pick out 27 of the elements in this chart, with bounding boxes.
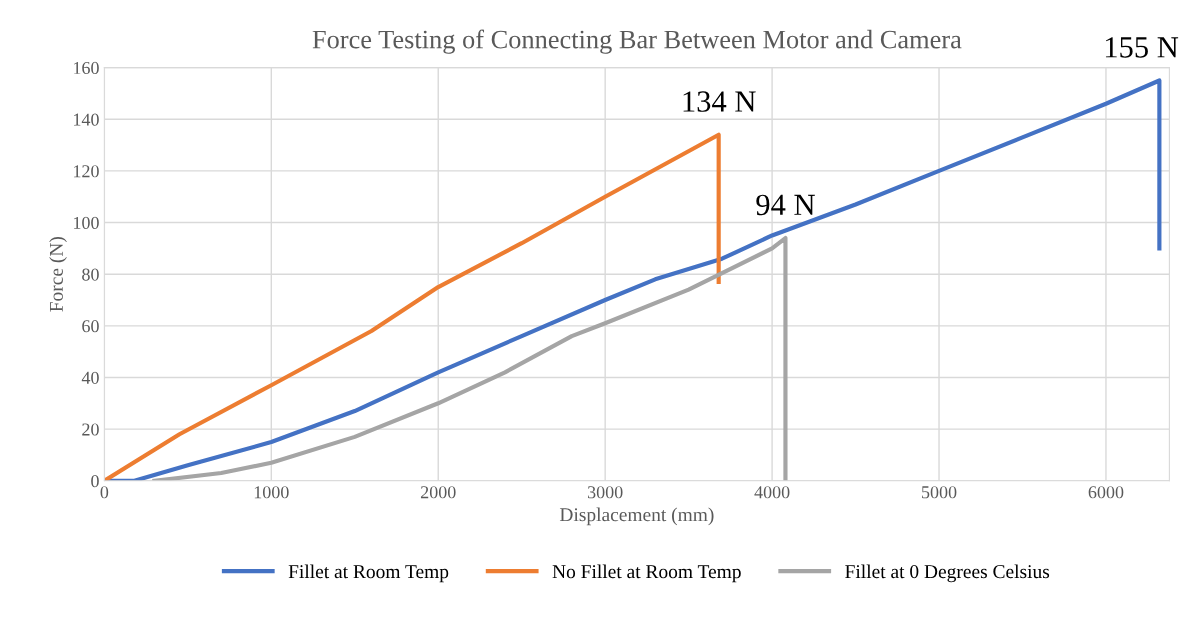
y-tick-label: 20: [82, 423, 99, 436]
line-series: [152, 235, 788, 481]
y-tick-label: 120: [74, 165, 99, 178]
annotation: 155 N: [1105, 37, 1179, 58]
x-tick-label: 3000: [587, 486, 623, 499]
legend-label: Fillet at 0 Degrees Celsius: [845, 564, 1050, 583]
y-tick-label: 40: [81, 371, 99, 384]
x-tick-label: 4000: [754, 486, 790, 499]
y-axis-title: Force (N): [49, 236, 67, 312]
annotation: 94 N: [756, 194, 815, 216]
y-tick-label: 60: [82, 320, 99, 333]
y-tick-label: 80: [82, 268, 99, 281]
line-series: [104, 132, 721, 481]
y-tick-label: 0: [91, 475, 99, 488]
legend-label: Fillet at Room Temp: [288, 564, 449, 583]
x-tick-label: 5000: [922, 486, 957, 499]
y-tick-label: 160: [74, 61, 99, 75]
x-tick-label: 2000: [420, 486, 456, 499]
y-tick-label: 140: [74, 113, 99, 126]
y-tick-label: 100: [74, 216, 99, 229]
x-tick-label: 0: [100, 486, 109, 499]
x-axis-title: Displacement (mm): [559, 507, 714, 526]
x-tick-label: 1000: [254, 486, 289, 499]
x-tick-label: 6000: [1088, 486, 1124, 499]
legend-label: No Fillet at Room Temp: [552, 564, 741, 583]
chart-title: Force Testing of Connecting Bar Between Motor and Camera: [312, 29, 962, 54]
annotation: 134 N: [683, 91, 756, 112]
